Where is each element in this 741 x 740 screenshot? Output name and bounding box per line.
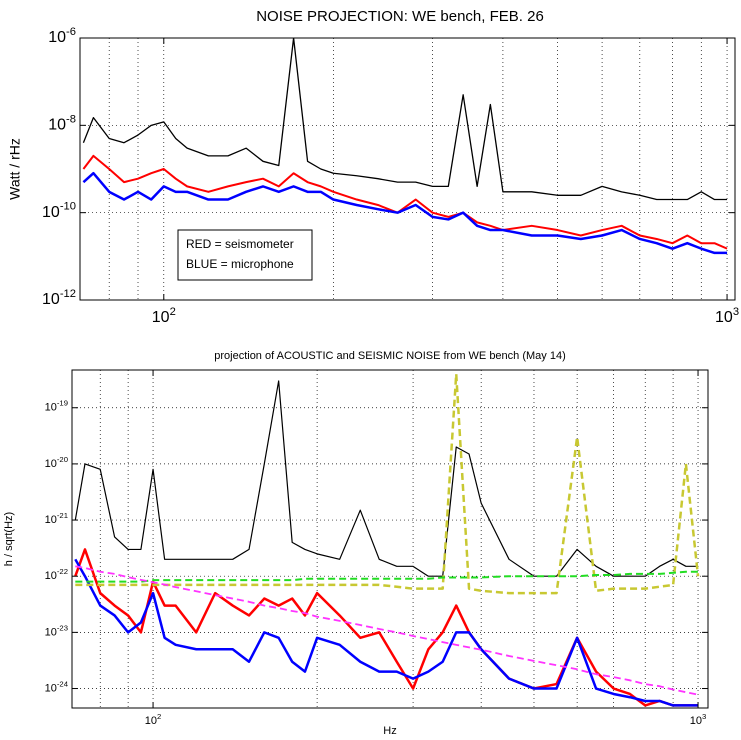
series-line	[74, 558, 699, 707]
plot-frame	[71, 369, 709, 709]
y-tick-label: 10-12	[42, 288, 76, 308]
x-tick-label: 103	[715, 306, 739, 326]
annotation: BLUE = microphone	[186, 257, 294, 271]
plot-frame	[79, 37, 736, 301]
series-line	[75, 372, 700, 595]
chart-title: projection of ACOUSTIC and SEISMIC NOISE…	[214, 350, 566, 362]
x-tick-label: 102	[152, 306, 176, 326]
y-tick-label: 10-10	[42, 201, 76, 221]
series-line	[74, 380, 699, 577]
x-tick-label: 103	[690, 712, 707, 727]
y-tick-label: 10-24	[45, 679, 69, 694]
y-tick-label: 10-21	[45, 511, 68, 526]
series-line	[82, 171, 728, 255]
plot-area	[72, 370, 708, 708]
y-tick-label: 10-19	[45, 398, 68, 413]
y-tick-label: 10-6	[48, 26, 76, 46]
y-tick-label: 10-20	[45, 454, 68, 469]
series-line	[75, 565, 699, 696]
y-tick-label: 10-22	[45, 567, 68, 582]
annotation: RED = seismometer	[186, 237, 294, 251]
series-line	[82, 38, 728, 201]
x-tick-label: 102	[145, 712, 162, 727]
x-axis-label: Hz	[383, 725, 396, 737]
series-line	[75, 570, 699, 583]
annotation-box	[177, 229, 313, 281]
series-line	[82, 154, 728, 250]
y-tick-label: 10-23	[45, 623, 68, 638]
y-axis-label: h / sqrt(Hz)	[3, 512, 15, 566]
series-group	[82, 38, 728, 255]
chart-title: NOISE PROJECTION: WE bench, FEB. 26	[256, 8, 544, 25]
series-line	[74, 548, 699, 707]
series-group	[74, 372, 700, 707]
y-axis-label: Watt / rHz	[7, 138, 23, 200]
y-tick-label: 10-8	[48, 113, 76, 133]
